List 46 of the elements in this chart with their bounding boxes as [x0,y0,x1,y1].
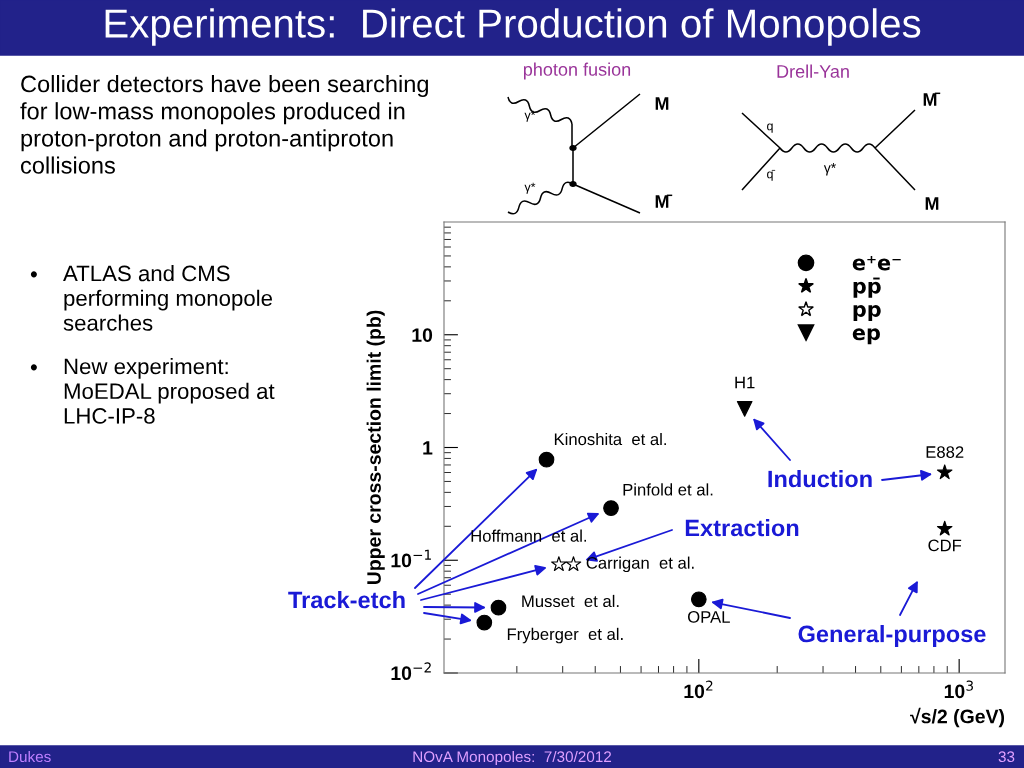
text: • [30,364,37,371]
text: γ* [524,182,536,194]
x-tick-label: 10$^{2}$ [684,680,713,699]
legend-label: pp [853,305,881,322]
annotation: Induction [768,469,872,488]
text: Drell-Yan [777,64,849,78]
y-tick-label: 10$^{−2}$ [391,662,431,681]
text: M [925,197,939,210]
text: M̄ [923,92,941,106]
text: • [30,271,37,278]
text: ATLAS and CMS performing monopole searches [63,265,273,331]
text: Track-etch [288,590,405,609]
text: 33 [998,751,1015,763]
legend-label: e⁺e⁻ [852,256,901,271]
annotation: Carrigan et al. [586,556,694,573]
y-tick-label: 10 [412,328,433,342]
legend-label: ep [852,328,880,345]
annotation: Kinoshita et al. [554,432,666,446]
annotation: Musset et al. [522,594,619,608]
chart-title: Experiments: Direct Production of Monopoles [105,8,921,46]
text: q̄ [767,169,776,181]
text: M̄ [655,194,673,208]
annotation: Pinfold et al. [623,483,713,496]
annotation: H1 [735,376,755,389]
annotation: Hoffmann et al. [471,529,587,542]
text: q [767,123,773,133]
text: γ* [823,163,836,176]
text: Dukes [9,750,51,763]
y-tick-label: 1 [423,441,433,455]
text: photon fusion [523,62,631,80]
y-tick-label: 10$^{−1}$ [391,549,431,568]
annotation: General-purpose [798,624,986,647]
legend-label: pp̄ [853,277,881,298]
annotation: Extraction [685,518,799,537]
annotation: Fryberger et al. [507,627,623,644]
x-axis-title: √s/2 (GeV) [910,707,1005,728]
x-tick-label: 10$^{3}$ [944,680,973,699]
annotation: OPAL [687,611,730,623]
text: Collider detectors have been searching for low-mass monopoles produced in proton-proton and proton-antiproton collisions [20,75,428,174]
text: NOvA Monopoles: 7/30/2012 [413,750,612,766]
text: New experiment: MoEDAL proposed at LHC-IP-8 [64,358,275,424]
y-axis-title: Upper cross-section limit (pb) [366,310,385,585]
text: γ* [524,110,536,122]
annotation: CDF [928,539,962,552]
annotation: E882 [926,446,964,458]
text: M [655,97,669,110]
